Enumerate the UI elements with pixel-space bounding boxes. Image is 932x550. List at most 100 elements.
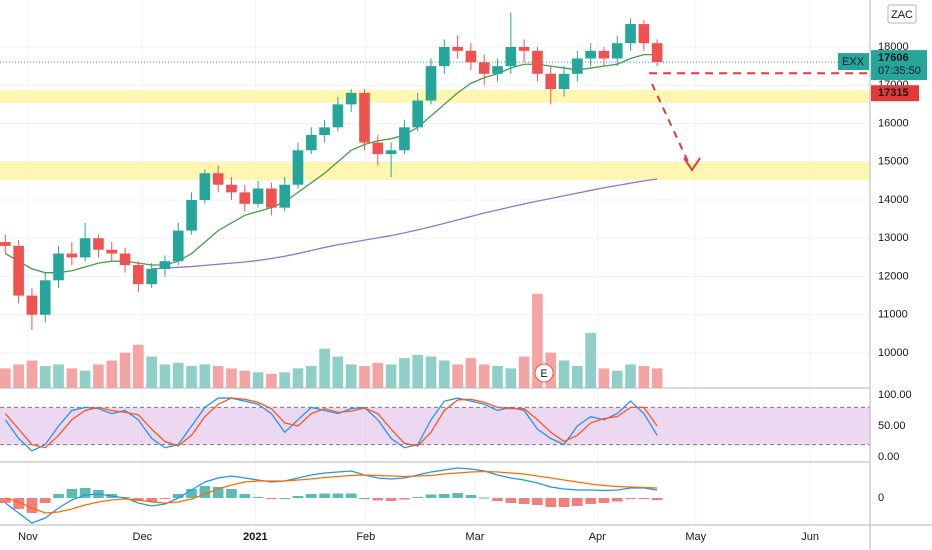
volume-bar [212,366,224,388]
candle-body [518,47,530,51]
x-tick-label: Feb [356,531,375,543]
y-tick-label: 11000 [878,309,908,321]
macd-histogram-bar [239,494,251,498]
exchange-label: ZAC [891,9,913,21]
x-tick-label: May [685,531,706,543]
candle-body [425,66,437,101]
macd-histogram-bar [212,487,224,498]
macd-tick-label: 0 [878,492,884,504]
macd-histogram-bar [425,494,437,498]
volume-bar [146,356,157,388]
support-zone [0,161,870,181]
volume-bar [532,293,543,388]
volume-bar [332,356,344,388]
macd-histogram-bar [385,498,397,501]
y-tick-label: 13000 [878,232,909,244]
volume-bar [412,355,424,388]
volume-bar [611,370,623,388]
macd-histogram-bar [452,493,463,498]
arrow-head [683,157,701,172]
macd-histogram-bar [611,498,623,502]
candle-body [412,100,424,128]
macd-histogram-bar [399,498,410,500]
volume-bar [385,364,397,388]
volume-bar [292,368,304,388]
volume-bar [625,364,636,388]
candle-body [39,280,51,315]
candle-body [359,92,370,143]
volume-bar [13,364,24,388]
macd-histogram-bar [172,494,184,498]
candle-body [305,134,317,151]
candle-body [492,66,503,74]
macd-histogram-bar [359,498,370,499]
macd-histogram-bar [558,498,570,507]
macd-histogram-bar [319,493,330,498]
candle-body [332,104,344,128]
candle-body [252,188,264,204]
volume-bar [399,358,410,388]
volume-bar [492,366,503,388]
candle-body [465,50,477,63]
macd-histogram-bar [638,498,650,499]
macd-histogram-bar [478,497,490,499]
candle-body [399,127,410,151]
y-tick-label: 15000 [878,156,909,168]
y-tick-label: 18000 [878,41,909,53]
macd-histogram-bar [53,494,64,498]
candle-body [199,173,211,201]
volume-bar [279,372,290,388]
macd-histogram-bar [79,488,91,498]
earnings-marker [534,363,554,383]
volume-bar [239,370,251,388]
volume-bar [345,364,357,388]
x-tick-label: 2021 [243,531,267,543]
candle-body [345,92,357,105]
stoch-k [4,397,658,452]
x-tick-label: Apr [589,531,606,543]
volume-bar [26,360,38,388]
volume-bar [119,352,131,388]
projection-arrow [651,83,691,167]
candle-body [159,261,171,269]
x-tick-label: Dec [133,531,153,543]
volume-bar [186,366,197,388]
stoch-tick-label: 100.00 [878,389,912,401]
macd-histogram-bar [13,498,24,509]
macd-histogram-bar [66,489,78,498]
y-tick-label: 14000 [878,194,909,206]
volume-bar [66,368,78,388]
candle-body [26,295,38,315]
volume-bar [172,362,184,388]
macd-histogram-bar [252,497,264,498]
candle-body [119,253,131,266]
macd-histogram-bar [372,498,384,501]
macd-histogram-bar [518,498,530,504]
candle-body [292,150,304,185]
macd-histogram-bar [292,496,304,498]
stoch-d [4,397,658,449]
target-tag [871,85,919,102]
volume-bar [425,356,437,388]
candle-body [106,249,118,254]
candle-body [319,127,330,135]
macd-histogram-bar [159,498,171,499]
candle-body [146,268,157,285]
volume-bar [558,360,570,388]
volume-bar [372,362,384,388]
candle-body [545,73,557,90]
candle-body [572,58,583,74]
candle-body [585,50,596,59]
macd-histogram-bar [279,498,290,499]
candle-body [239,192,251,204]
macd-histogram-bar [572,498,583,506]
macd-histogram-bar [199,486,211,498]
volume-bar [53,364,64,388]
candle-body [186,200,197,231]
candle-body [638,24,650,44]
exchange-badge [887,4,917,24]
volume-bar [438,360,450,388]
macd-histogram-bar [26,498,38,513]
